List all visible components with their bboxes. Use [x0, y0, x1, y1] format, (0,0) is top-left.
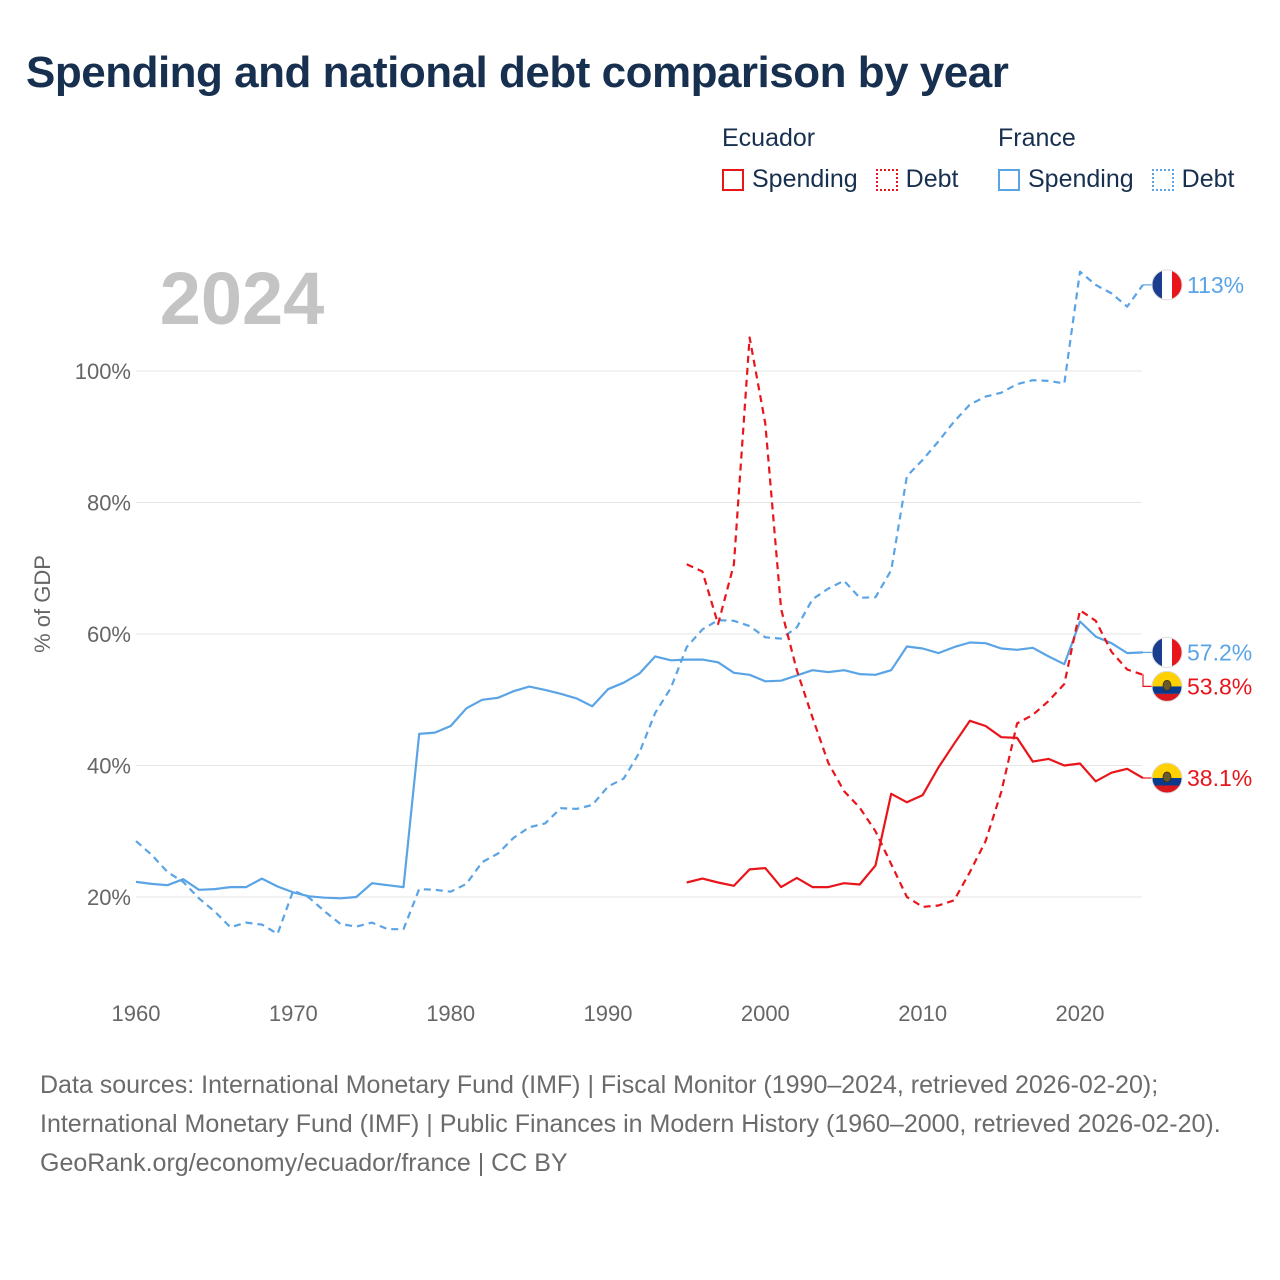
end-value-label: 113% [1187, 272, 1244, 298]
ecuador-flag [1151, 762, 1183, 794]
legend-swatch-dotted [875, 168, 898, 191]
end-connector [1142, 674, 1152, 688]
chart-title: Spending and national debt comparison by… [26, 48, 1009, 97]
legend-swatch-solid [998, 168, 1020, 191]
flag-stripe [1152, 637, 1162, 668]
y-tick-label: 20% [87, 885, 131, 910]
flag-stripe [1172, 637, 1182, 668]
legend-country: France [998, 124, 1076, 152]
legend-item-france-debt[interactable]: Debt [1151, 165, 1235, 194]
flag-border [1151, 636, 1183, 668]
flag-stripe [1152, 777, 1182, 786]
legend-group-ecuador: Ecuador Spending Debt [722, 124, 976, 194]
y-tick-label: 80% [87, 491, 131, 516]
legend-country: Ecuador [722, 124, 816, 152]
data-sources: Data sources: International Monetary Fun… [40, 1071, 1221, 1138]
ecuador-flag [1151, 670, 1183, 702]
flag-stripe [1162, 269, 1172, 300]
year-label: 2024 [160, 257, 325, 340]
x-tick-label: 1990 [584, 1001, 633, 1026]
legend-item-ecuador-spending[interactable]: Spending [722, 165, 858, 194]
flag-stripe [1152, 686, 1182, 694]
legend-label: Debt [905, 165, 959, 193]
footer: Data sources: International Monetary Fun… [40, 1066, 1250, 1183]
end-value-label: 57.2% [1187, 639, 1252, 665]
legend-group-france: France Spending Debt [998, 124, 1252, 194]
series-line-ecuador-spending [686, 719, 1144, 889]
x-tick-label: 1980 [426, 1001, 475, 1026]
x-tick-label: 2010 [898, 1001, 947, 1026]
legend-label: Spending [1028, 165, 1134, 193]
flag-stripe [1162, 637, 1172, 668]
series-line-ecuador-debt [686, 336, 1144, 908]
y-tick-label: 40% [87, 754, 131, 779]
end-value-label: 53.8% [1187, 673, 1252, 699]
flag-stripe [1152, 269, 1162, 300]
y-tick-label: 60% [87, 622, 131, 647]
legend-item-france-spending[interactable]: Spending [998, 165, 1134, 194]
series-line-france-spending [135, 620, 1143, 900]
legend-item-ecuador-debt[interactable]: Debt [875, 165, 959, 194]
flag-border [1151, 762, 1183, 794]
y-axis-label: % of GDP [30, 555, 55, 653]
flag-stripe [1152, 693, 1182, 702]
legend-swatch-solid [722, 168, 744, 191]
legend-swatch-dotted [1151, 168, 1174, 191]
x-tick-label: 1960 [112, 1001, 161, 1026]
flag-emblem [1162, 771, 1172, 783]
flag-stripe [1152, 762, 1182, 778]
x-tick-label: 2000 [741, 1001, 790, 1026]
france-flag [1151, 269, 1183, 301]
legend-label: Spending [752, 165, 858, 193]
series-line-france-debt [135, 270, 1144, 935]
credit-line: GeoRank.org/economy/ecuador/france | CC … [40, 1149, 568, 1177]
x-tick-label: 2020 [1056, 1001, 1105, 1026]
end-value-label: 38.1% [1187, 765, 1252, 791]
flag-stripe [1152, 785, 1182, 793]
y-tick-label: 100% [75, 359, 131, 384]
flag-border [1151, 269, 1183, 301]
flag-stripe [1152, 671, 1182, 687]
x-tick-label: 1970 [269, 1001, 318, 1026]
flag-emblem [1162, 680, 1172, 691]
flag-border [1151, 670, 1183, 702]
france-flag [1151, 636, 1183, 668]
legend-label: Debt [1181, 165, 1235, 193]
flag-stripe [1172, 269, 1182, 300]
